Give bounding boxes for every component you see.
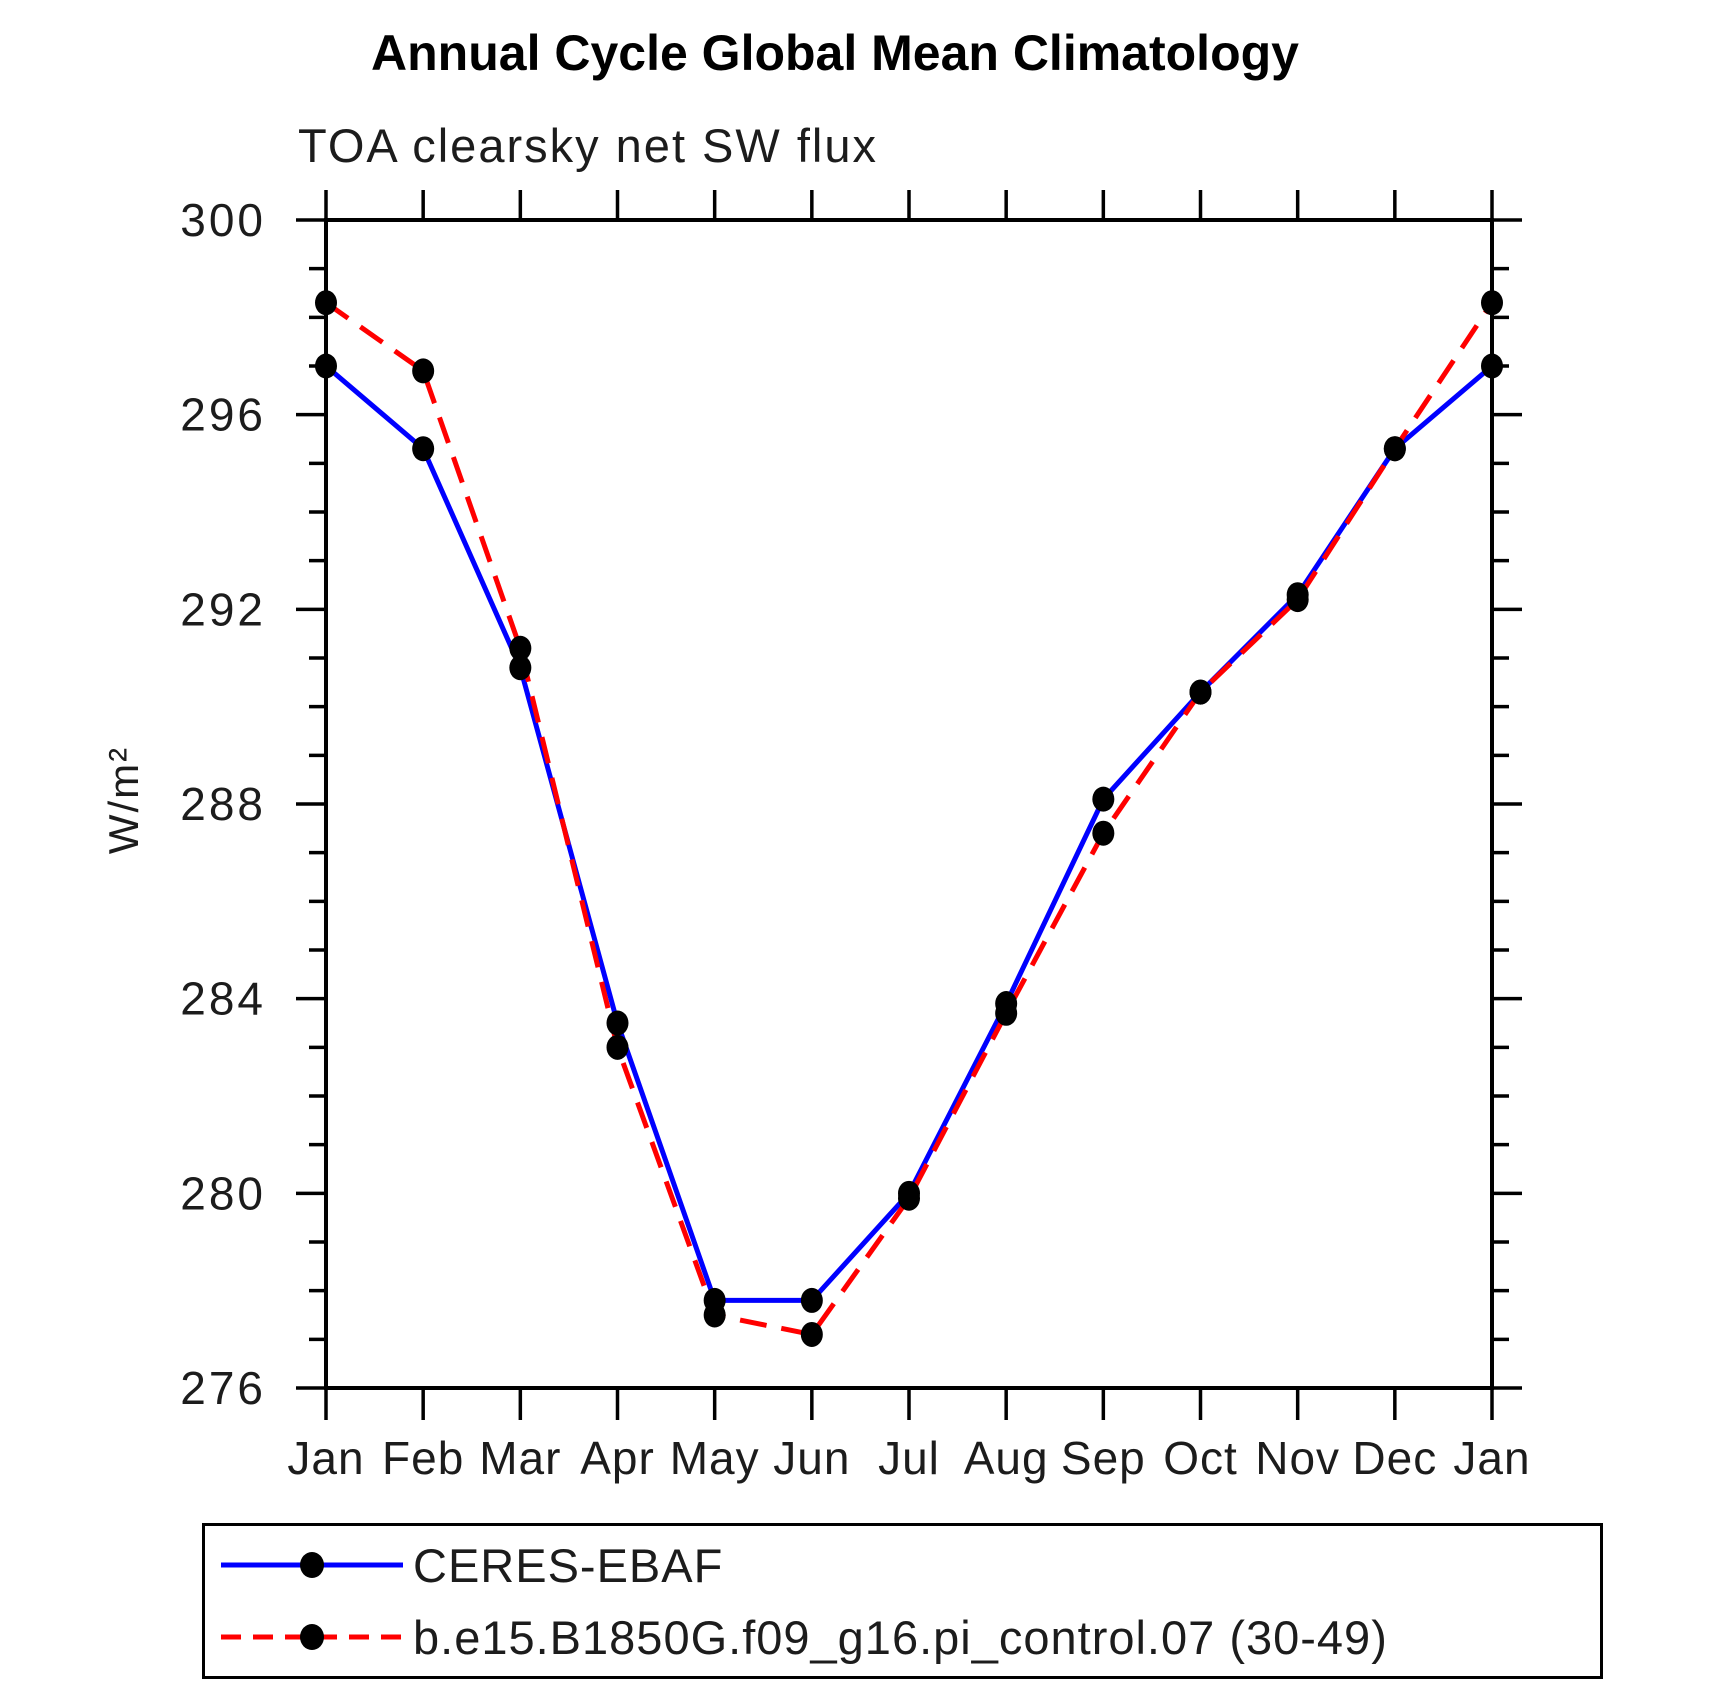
x-axis-tick-label: Nov — [1255, 1432, 1340, 1484]
data-point-marker — [1092, 820, 1115, 846]
data-point-marker — [412, 358, 435, 384]
x-axis-tick-label: Jul — [878, 1432, 940, 1484]
y-axis-tick-label: 296 — [180, 389, 266, 441]
legend: CERES-EBAF b.e15.B1850G.f09_g16.pi_contr… — [202, 1523, 1603, 1679]
chart-title: Annual Cycle Global Mean Climatology — [371, 25, 1299, 81]
x-axis-tick-label: Mar — [479, 1432, 561, 1484]
data-point-marker — [898, 1185, 920, 1211]
x-axis-tick-label: Jan — [1453, 1432, 1530, 1484]
x-axis-tick-label: Aug — [964, 1432, 1049, 1484]
data-point-marker — [1383, 436, 1406, 462]
data-point-marker — [606, 1034, 629, 1060]
x-axis-tick-label: Sep — [1061, 1432, 1146, 1484]
x-axis-tick-label: Dec — [1352, 1432, 1437, 1484]
x-axis-tick-label: Oct — [1163, 1432, 1238, 1484]
y-axis-tick-label: 288 — [180, 778, 266, 830]
y-axis-tick-label: 284 — [180, 973, 266, 1025]
legend-marker-dot — [300, 1552, 324, 1578]
plot-box — [324, 218, 1494, 1390]
legend-line-sample-dashed — [221, 1624, 403, 1650]
data-point-marker — [1092, 786, 1115, 812]
series-line-model — [324, 300, 1495, 1338]
plot-area: 276 280 284 288 292 296 300 Jan Feb Mar Apr May Jun J… — [180, 190, 1530, 1484]
data-point-marker — [606, 1010, 629, 1036]
legend-label-model: b.e15.B1850G.f09_g16.pi_control.07 (30-4… — [413, 1610, 1388, 1664]
data-point-marker — [1481, 353, 1503, 379]
data-point-marker — [315, 290, 337, 316]
x-axis-tick-label: Feb — [382, 1432, 464, 1484]
y-axis-tick-label: 300 — [180, 194, 266, 246]
legend-item-ceres-ebaf: CERES-EBAF — [217, 1538, 1600, 1592]
data-point-marker — [509, 655, 532, 681]
y-axis-tick-label: 280 — [180, 1167, 266, 1219]
legend-label-ceres-ebaf: CERES-EBAF — [413, 1538, 724, 1592]
x-axis-tick-label: May — [670, 1432, 760, 1484]
data-point-marker — [1286, 587, 1309, 613]
x-axis-tick-label: Apr — [580, 1432, 655, 1484]
data-point-marker — [412, 436, 435, 462]
legend-line-sample-solid — [221, 1552, 403, 1578]
data-point-marker — [1189, 679, 1212, 705]
data-point-marker — [800, 1287, 823, 1313]
y-axis-tick-label: 292 — [180, 583, 266, 635]
y-axis-tick-label: 276 — [180, 1362, 266, 1414]
data-point-marker — [703, 1302, 726, 1328]
x-axis-tick-label: Jun — [773, 1432, 850, 1484]
chart-subtitle: TOA clearsky net SW flux — [298, 119, 878, 172]
x-axis-tick-label: Jan — [287, 1432, 364, 1484]
data-point-marker — [509, 635, 532, 661]
data-point-marker — [315, 353, 337, 379]
data-point-marker — [1481, 290, 1503, 316]
legend-item-model: b.e15.B1850G.f09_g16.pi_control.07 (30-4… — [217, 1610, 1600, 1664]
legend-marker-dot — [300, 1624, 324, 1650]
data-point-marker — [800, 1321, 823, 1347]
series-line-ceres-ebaf — [324, 364, 1494, 1303]
data-point-marker — [995, 1000, 1018, 1026]
